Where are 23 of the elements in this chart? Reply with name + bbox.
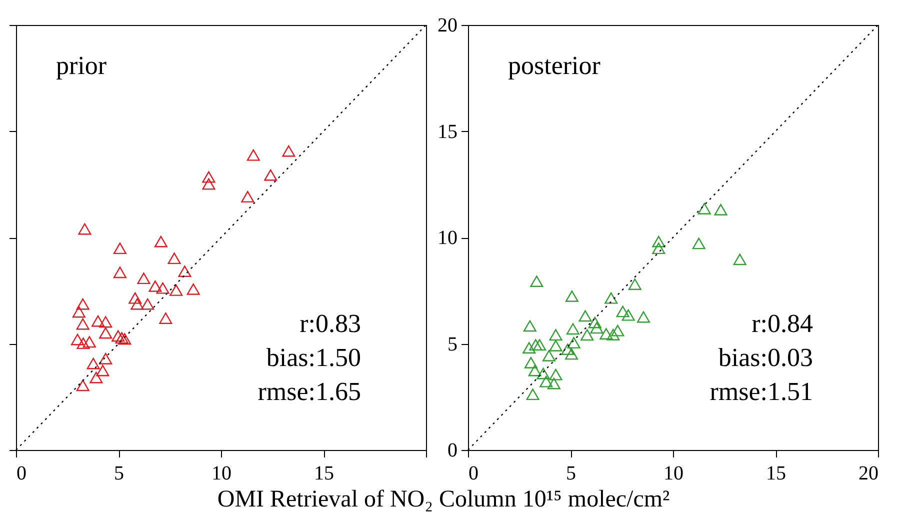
- annotation: bias:0.03: [718, 343, 813, 372]
- y-tick-label: 20: [438, 14, 458, 36]
- text: prior: [56, 51, 107, 80]
- x-tick-label: 0: [468, 462, 478, 484]
- annotation: r:0.84: [752, 309, 813, 338]
- annotation: r:0.83: [300, 309, 361, 338]
- x-tick-label: 15: [766, 462, 786, 484]
- x-axis-title: OMI Retrieval of NO₂ Column 10¹⁵ molec/cm²: [217, 486, 670, 512]
- x-tick-label: 15: [314, 462, 334, 484]
- x-tick-label: 5: [114, 462, 124, 484]
- x-tick-label: 20: [858, 462, 878, 484]
- text: posterior: [508, 51, 601, 80]
- y-tick-label: 0: [448, 440, 458, 462]
- x-tick-label: 10: [664, 462, 684, 484]
- y-tick-label: 5: [448, 333, 458, 356]
- x-tick-label: 0: [16, 462, 26, 484]
- y-tick-label: 10: [438, 227, 458, 249]
- annotation: rmse:1.65: [258, 377, 361, 406]
- y-tick-label: 15: [438, 120, 458, 143]
- annotation: bias:1.50: [266, 343, 361, 372]
- x-tick-label: 5: [566, 462, 576, 484]
- annotation: rmse:1.51: [710, 377, 813, 406]
- x-tick-label: 10: [212, 462, 232, 484]
